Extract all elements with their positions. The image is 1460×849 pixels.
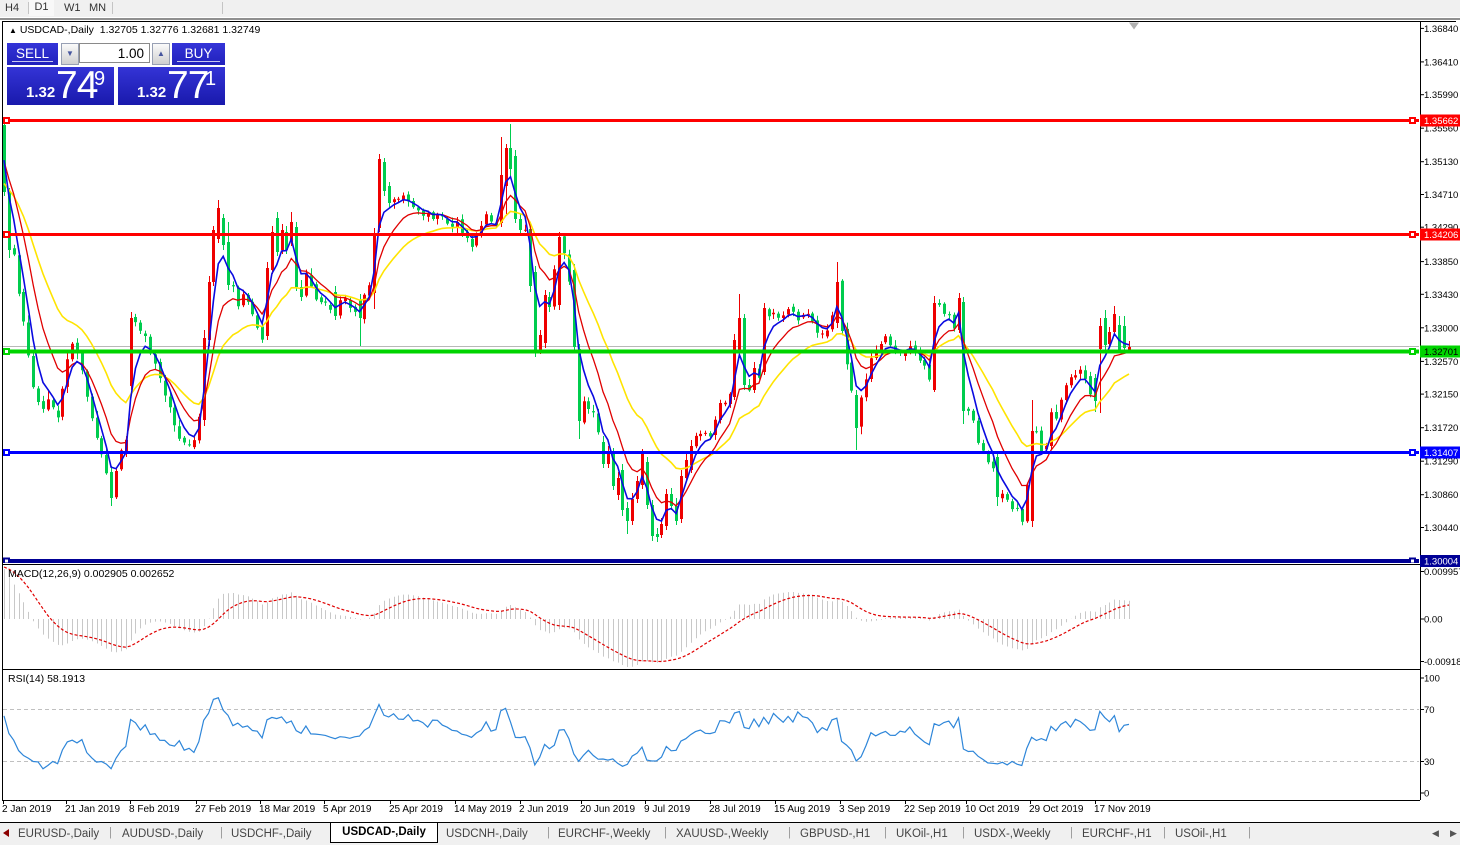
svg-text:0: 0 [1424,789,1429,800]
svg-text:2 Jun 2019: 2 Jun 2019 [519,804,569,815]
svg-text:1.32570: 1.32570 [1424,357,1458,368]
svg-text:1.34290: 1.34290 [1424,223,1458,234]
svg-text:21 Jan 2019: 21 Jan 2019 [65,804,120,815]
svg-text:27 Feb 2019: 27 Feb 2019 [195,804,252,815]
svg-text:1.36410: 1.36410 [1424,57,1458,68]
svg-text:22 Sep 2019: 22 Sep 2019 [904,804,961,815]
svg-text:1.31290: 1.31290 [1424,457,1458,468]
svg-text:1.30860: 1.30860 [1424,490,1458,501]
svg-text:1.35560: 1.35560 [1424,124,1458,135]
svg-text:30: 30 [1424,757,1435,768]
svg-text:100: 100 [1424,674,1440,685]
svg-text:8 Feb 2019: 8 Feb 2019 [129,804,180,815]
svg-text:1.36840: 1.36840 [1424,24,1458,35]
svg-text:70: 70 [1424,705,1435,716]
svg-text:20 Jun 2019: 20 Jun 2019 [580,804,635,815]
svg-text:1.33000: 1.33000 [1424,323,1458,334]
svg-text:1.31407: 1.31407 [1424,448,1458,459]
svg-text:1.35990: 1.35990 [1424,90,1458,101]
svg-text:14 May 2019: 14 May 2019 [454,804,512,815]
svg-text:18 Mar 2019: 18 Mar 2019 [259,804,316,815]
svg-text:2 Jan 2019: 2 Jan 2019 [2,804,52,815]
svg-text:MACD(12,26,9) 0.002905 0.00265: MACD(12,26,9) 0.002905 0.002652 [8,568,175,580]
svg-text:1.32701: 1.32701 [1424,347,1458,358]
svg-text:0.009957: 0.009957 [1424,567,1460,578]
svg-text:1.33850: 1.33850 [1424,257,1458,268]
svg-text:-0.009184: -0.009184 [1424,657,1460,668]
svg-text:15 Aug 2019: 15 Aug 2019 [774,804,831,815]
svg-text:1.35130: 1.35130 [1424,157,1458,168]
svg-text:29 Oct 2019: 29 Oct 2019 [1029,804,1084,815]
svg-text:17 Nov 2019: 17 Nov 2019 [1094,804,1151,815]
svg-text:1.31720: 1.31720 [1424,423,1458,434]
svg-text:1.32150: 1.32150 [1424,390,1458,401]
svg-text:1.35662: 1.35662 [1424,116,1458,127]
svg-text:1.34206: 1.34206 [1424,230,1458,241]
svg-text:0.00: 0.00 [1424,615,1443,626]
svg-text:28 Jul 2019: 28 Jul 2019 [709,804,761,815]
svg-text:3 Sep 2019: 3 Sep 2019 [839,804,891,815]
svg-text:1.33430: 1.33430 [1424,290,1458,301]
svg-text:9 Jul 2019: 9 Jul 2019 [644,804,691,815]
svg-text:RSI(14) 58.1913: RSI(14) 58.1913 [8,673,85,685]
svg-text:1.30440: 1.30440 [1424,523,1458,534]
svg-text:1.30004: 1.30004 [1424,557,1458,568]
svg-text:10 Oct 2019: 10 Oct 2019 [965,804,1020,815]
svg-text:1.34710: 1.34710 [1424,190,1458,201]
svg-text:5 Apr 2019: 5 Apr 2019 [323,804,372,815]
svg-text:25 Apr 2019: 25 Apr 2019 [389,804,443,815]
